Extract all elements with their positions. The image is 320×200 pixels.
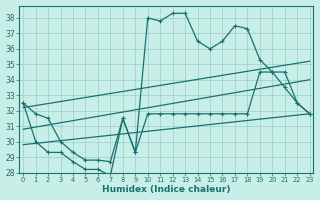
X-axis label: Humidex (Indice chaleur): Humidex (Indice chaleur) — [102, 185, 231, 194]
